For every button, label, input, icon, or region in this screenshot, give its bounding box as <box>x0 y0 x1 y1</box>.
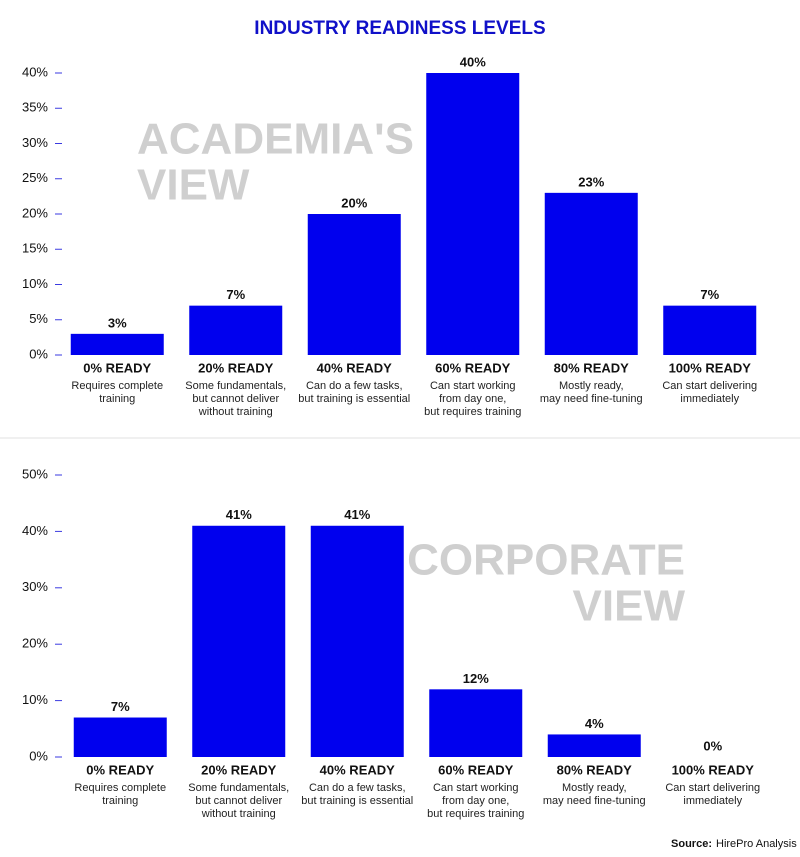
y-tick-label: 30% <box>22 579 48 594</box>
category-description: but cannot deliver <box>192 393 279 405</box>
y-tick-label: 5% <box>29 311 48 326</box>
bar <box>192 525 286 757</box>
x-tick-label: 40% READY <box>317 360 392 375</box>
category-description: Requires complete <box>71 380 163 392</box>
x-tick-label: 0% READY <box>86 762 154 777</box>
category-description: Some fundamentals, <box>185 380 286 392</box>
source: HirePro Analysis <box>716 838 797 850</box>
category-description: but training is essential <box>301 795 413 807</box>
category-description: Some fundamentals, <box>188 782 289 794</box>
category-description: from day one, <box>442 795 509 807</box>
category-description: but requires training <box>424 406 521 418</box>
category-description: may need fine-tuning <box>543 795 646 807</box>
x-tick-label: 20% READY <box>198 360 273 375</box>
y-tick-label: 50% <box>22 466 48 481</box>
y-tick-label: 25% <box>22 170 48 185</box>
bar <box>73 717 167 757</box>
category-description: from day one, <box>439 393 506 405</box>
x-tick-label: 20% READY <box>201 762 276 777</box>
x-tick-label: 0% READY <box>83 360 151 375</box>
category-description: immediately <box>680 393 739 405</box>
category-description: training <box>99 393 135 405</box>
bar <box>307 214 401 355</box>
value-label: 23% <box>578 174 604 189</box>
bar <box>429 689 523 757</box>
category-description: without training <box>201 808 276 820</box>
bar <box>426 73 520 355</box>
value-label: 3% <box>108 315 127 330</box>
watermark: CORPORATE <box>407 536 685 585</box>
value-label: 20% <box>341 195 367 210</box>
source-label: Source: <box>671 838 712 850</box>
y-tick-label: 15% <box>22 241 48 256</box>
value-label: 7% <box>111 699 130 714</box>
y-tick-label: 10% <box>22 276 48 291</box>
value-label: 40% <box>460 54 486 69</box>
category-description: but requires training <box>427 808 524 820</box>
x-tick-label: 60% READY <box>435 360 510 375</box>
category-description: Can start delivering <box>665 782 760 794</box>
y-tick-label: 10% <box>22 692 48 707</box>
value-label: 41% <box>226 507 252 522</box>
category-description: without training <box>198 406 273 418</box>
watermark: VIEW <box>573 582 686 631</box>
value-label: 4% <box>585 716 604 731</box>
y-tick-label: 0% <box>29 346 48 361</box>
y-tick-label: 35% <box>22 100 48 115</box>
category-description: may need fine-tuning <box>540 393 643 405</box>
x-tick-label: 80% READY <box>554 360 629 375</box>
x-tick-label: 80% READY <box>557 762 632 777</box>
x-tick-label: 100% READY <box>672 762 755 777</box>
value-label: 7% <box>226 287 245 302</box>
bar <box>70 333 164 355</box>
category-description: Mostly ready, <box>559 380 624 392</box>
y-tick-label: 40% <box>22 523 48 538</box>
bar <box>544 192 638 355</box>
y-tick-label: 40% <box>22 64 48 79</box>
category-description: Mostly ready, <box>562 782 627 794</box>
category-description: Can start working <box>430 380 516 392</box>
value-label: 7% <box>700 287 719 302</box>
value-label: 0% <box>703 738 722 753</box>
category-description: Requires complete <box>74 782 166 794</box>
bar <box>547 734 641 757</box>
x-tick-label: 60% READY <box>438 762 513 777</box>
y-tick-label: 20% <box>22 636 48 651</box>
y-tick-label: 0% <box>29 748 48 763</box>
y-tick-label: 20% <box>22 205 48 220</box>
category-description: Can do a few tasks, <box>309 782 406 794</box>
category-description: but training is essential <box>298 393 410 405</box>
category-description: training <box>102 795 138 807</box>
category-description: but cannot deliver <box>195 795 282 807</box>
y-tick-label: 30% <box>22 135 48 150</box>
page-title: INDUSTRY READINESS LEVELS <box>254 18 545 39</box>
bar <box>310 525 404 757</box>
bar <box>189 305 283 355</box>
category-description: Can start working <box>433 782 519 794</box>
watermark: ACADEMIA'S <box>137 115 414 164</box>
watermark: VIEW <box>137 161 250 210</box>
category-description: Can start delivering <box>662 380 757 392</box>
category-description: Can do a few tasks, <box>306 380 403 392</box>
value-label: 12% <box>463 671 489 686</box>
x-tick-label: 100% READY <box>669 360 752 375</box>
value-label: 41% <box>344 507 370 522</box>
x-tick-label: 40% READY <box>320 762 395 777</box>
bar <box>663 305 757 355</box>
category-description: immediately <box>683 795 742 807</box>
